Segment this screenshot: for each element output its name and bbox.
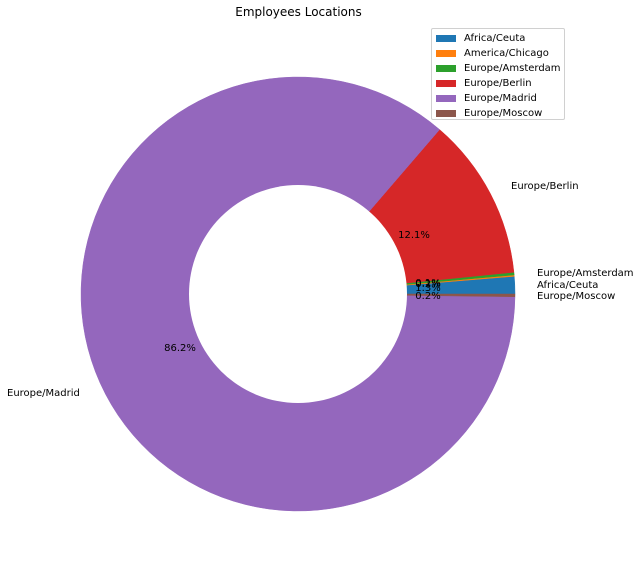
legend-swatch	[436, 95, 456, 102]
legend-label: Europe/Madrid	[464, 93, 537, 104]
legend-item: Europe/Moscow	[436, 106, 564, 121]
percent-labels: 1.3%0.1%0.2%12.1%86.2%0.2%	[164, 230, 441, 354]
percent-label: 0.2%	[415, 291, 440, 302]
legend-label: Europe/Moscow	[464, 108, 543, 119]
percent-label: 12.1%	[398, 230, 430, 241]
percent-label: 0.2%	[415, 279, 440, 290]
legend-item: America/Chicago	[436, 46, 564, 61]
percent-label: 86.2%	[164, 343, 196, 354]
category-label: Europe/Madrid	[7, 388, 80, 399]
legend-label: Africa/Ceuta	[464, 33, 526, 44]
legend-item: Europe/Madrid	[436, 91, 564, 106]
chart-title: Employees Locations	[235, 5, 362, 19]
category-label: Europe/Amsterdam	[537, 268, 634, 279]
legend-swatch	[436, 35, 456, 42]
category-label: Europe/Moscow	[537, 291, 615, 302]
legend-item: Europe/Amsterdam	[436, 61, 564, 76]
legend-item: Africa/Ceuta	[436, 31, 564, 46]
legend-label: Europe/Amsterdam	[464, 63, 561, 74]
legend-swatch	[436, 80, 456, 87]
donut-hole	[189, 185, 407, 403]
legend-swatch	[436, 110, 456, 117]
legend: Africa/Ceuta America/Chicago Europe/Amster…	[431, 28, 565, 120]
legend-item: Europe/Berlin	[436, 76, 564, 91]
category-label: Europe/Berlin	[511, 181, 579, 192]
category-label: Africa/Ceuta	[537, 280, 598, 291]
legend-label: America/Chicago	[464, 48, 549, 59]
legend-swatch	[436, 50, 456, 57]
legend-swatch	[436, 65, 456, 72]
percent-label: 1.3%	[415, 283, 440, 294]
legend-label: Europe/Berlin	[464, 78, 532, 89]
percent-label: 0.1%	[415, 278, 440, 289]
